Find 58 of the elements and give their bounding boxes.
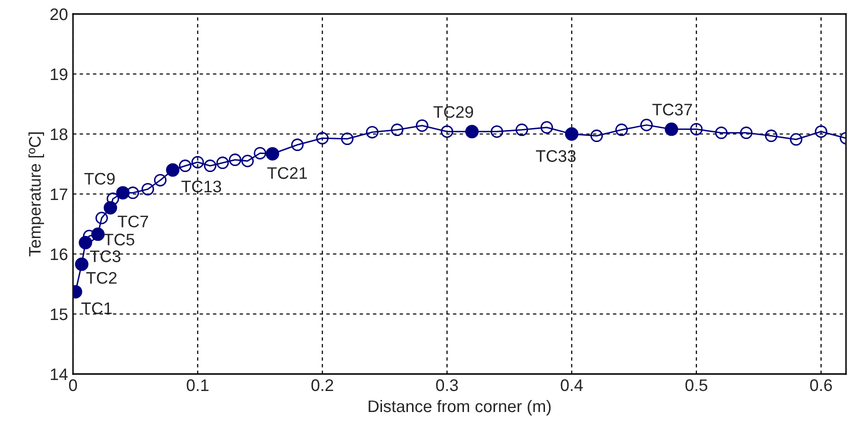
point [814, 125, 828, 138]
point [204, 160, 216, 172]
point [440, 125, 454, 138]
y-tick-label: 16 [50, 248, 68, 260]
point [640, 118, 653, 132]
y-tick-label: 18 [50, 128, 68, 140]
point [516, 124, 528, 136]
point [95, 212, 108, 224]
annotation: TC9 [84, 172, 115, 185]
annotation: TC2 [86, 272, 117, 284]
x-tick-label: 0.4 [560, 379, 583, 392]
point [715, 126, 728, 140]
point [490, 125, 504, 138]
annotation: TC33 [536, 150, 576, 162]
point [366, 126, 378, 138]
annotation: TC7 [118, 216, 148, 228]
annotation: TC1 [81, 302, 112, 314]
y-tick-label: 20 [50, 8, 68, 20]
point [254, 146, 266, 160]
point [126, 186, 140, 200]
annotation: TC5 [104, 234, 134, 246]
x-tick-label: 0.1 [186, 379, 208, 392]
point [106, 192, 120, 206]
x-tick-label: 0.6 [810, 379, 832, 392]
point [154, 174, 167, 186]
point [740, 126, 753, 140]
point [590, 130, 603, 142]
point [764, 130, 778, 142]
point [416, 119, 428, 132]
point [690, 122, 703, 136]
x-axis-title: Distance from corner (m) [368, 400, 551, 416]
point [142, 182, 154, 196]
x-tick-label: 0.5 [685, 379, 708, 392]
y-tick-label: 15 [50, 308, 68, 320]
annotation: TC29 [433, 106, 474, 118]
point [316, 132, 329, 144]
point [191, 156, 204, 168]
x-tick-label: 0 [69, 379, 77, 392]
point [241, 154, 254, 168]
y-tick-label: 17 [50, 188, 68, 200]
x-tick-label: 0.2 [311, 379, 334, 392]
point [291, 138, 304, 152]
point [615, 124, 628, 136]
y-tick-label: 19 [50, 68, 68, 80]
annotation: TC3 [90, 250, 120, 262]
point [390, 124, 404, 136]
point [790, 133, 802, 146]
annotation: TC13 [181, 180, 222, 192]
annotation: TC37 [652, 104, 692, 116]
annotation: TC21 [267, 167, 307, 179]
y-axis-title: Temperature [ºC] [28, 132, 44, 256]
y-tick-label: 14 [50, 368, 68, 380]
point [540, 121, 554, 134]
x-tick-label: 0.3 [436, 379, 458, 392]
point [216, 156, 229, 170]
point [228, 154, 242, 166]
point [341, 132, 354, 146]
point [178, 160, 192, 172]
